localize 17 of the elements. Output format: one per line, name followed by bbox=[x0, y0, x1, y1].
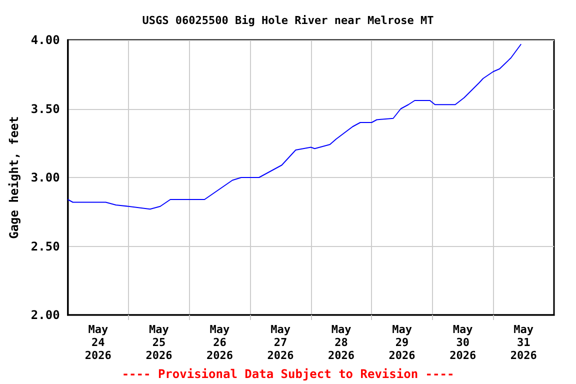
x-tick-label: May 31 2026 bbox=[510, 323, 538, 362]
x-tick-label: May 29 2026 bbox=[388, 323, 416, 362]
y-tick-label: 2.50 bbox=[30, 239, 60, 254]
y-tick-label: 4.00 bbox=[30, 33, 60, 47]
x-tick-label: May 28 2026 bbox=[328, 323, 355, 362]
y-tick-label: 3.00 bbox=[30, 170, 60, 184]
x-tick-label: May 27 2026 bbox=[267, 323, 294, 362]
x-tick-label: May 26 2026 bbox=[206, 323, 234, 362]
y-tick-label: 3.50 bbox=[30, 102, 60, 116]
x-tick-label: May 24 2026 bbox=[84, 323, 112, 362]
chart-title: USGS 06025500 Big Hole River near Melrose MT bbox=[142, 14, 434, 27]
line-series bbox=[67, 44, 522, 210]
text: ---- Provisional Data Subject to Revision ---- bbox=[122, 367, 454, 381]
x-tick-label: May 25 2026 bbox=[146, 323, 173, 362]
y-tick-label: 2.00 bbox=[30, 308, 60, 322]
y-axis-title: Gage height, feet bbox=[7, 116, 21, 239]
x-tick-label: May 30 2026 bbox=[450, 323, 476, 362]
